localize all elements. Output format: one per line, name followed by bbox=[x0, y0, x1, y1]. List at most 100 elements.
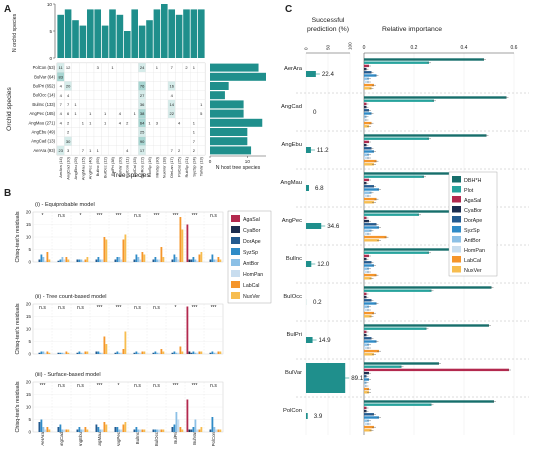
heatmap-cell bbox=[109, 81, 116, 90]
heatmap-cell bbox=[131, 63, 138, 72]
heatmap-cell bbox=[87, 127, 94, 136]
heatmap-cell bbox=[183, 137, 190, 146]
heatmap-cell bbox=[101, 91, 108, 100]
species-label: BulVar bbox=[285, 370, 302, 376]
heatmap-cell bbox=[146, 63, 153, 72]
heatmap-col-label: AngPec (40) bbox=[88, 156, 93, 179]
importance-bar bbox=[364, 236, 387, 238]
subpanel-title: (iii) - Surface-based model bbox=[35, 372, 101, 378]
top-marginal-bar bbox=[139, 26, 146, 58]
heatmap-col-label: MimSp (30) bbox=[154, 156, 159, 177]
residual-bar bbox=[187, 225, 189, 263]
heatmap-cell bbox=[79, 137, 86, 146]
residual-bar bbox=[199, 430, 201, 433]
subpanel-title: (i) - Equiprobable model bbox=[35, 202, 95, 208]
success-title-line1: Successful bbox=[312, 17, 345, 24]
residual-bar bbox=[134, 260, 136, 263]
panel-label-a: A bbox=[4, 4, 11, 15]
subpanel-ytick-label: 20 bbox=[26, 302, 32, 307]
success-value-label: 11.2 bbox=[317, 147, 329, 154]
heatmap-cell bbox=[116, 63, 123, 72]
residual-bar bbox=[199, 352, 201, 355]
heatmap-cell bbox=[57, 127, 64, 136]
residual-bar bbox=[47, 252, 49, 262]
success-value-label: 89.1 bbox=[351, 375, 364, 382]
success-value-label: 3.9 bbox=[314, 413, 323, 420]
residual-bar bbox=[100, 430, 102, 433]
residual-bar bbox=[182, 430, 184, 433]
residuals-legend-swatch bbox=[231, 259, 240, 266]
residual-bar bbox=[199, 255, 201, 263]
residuals-legend-swatch bbox=[231, 237, 240, 244]
residual-bar bbox=[123, 349, 125, 354]
heatmap-row-label: PolCon (53) bbox=[33, 65, 56, 70]
residual-bar bbox=[176, 353, 178, 354]
residual-bar bbox=[104, 237, 106, 262]
residual-bar bbox=[182, 230, 184, 263]
species-label: AngEbu bbox=[281, 142, 302, 148]
heatmap-cell-value: 22 bbox=[169, 111, 174, 116]
residual-bar bbox=[201, 352, 203, 355]
residual-bar bbox=[136, 352, 138, 355]
residual-bar bbox=[197, 261, 199, 262]
heatmap-cell bbox=[79, 81, 86, 90]
residual-bar bbox=[193, 257, 195, 262]
residuals-legend-swatch bbox=[231, 270, 240, 277]
top-marginal-bar bbox=[198, 9, 205, 58]
heatmap-row-label: BulPri (652) bbox=[33, 84, 56, 89]
right-marginal-bar bbox=[210, 91, 225, 99]
significance-label: *** bbox=[211, 305, 217, 311]
importance-bar bbox=[364, 366, 402, 368]
heatmap-cell-value: 23 bbox=[58, 148, 63, 153]
heatmap-cell-value: 38 bbox=[140, 111, 145, 116]
residual-bar bbox=[144, 430, 146, 433]
significance-label: *** bbox=[173, 383, 179, 389]
residual-bar bbox=[121, 260, 123, 263]
residual-bar bbox=[47, 352, 49, 355]
heatmap-cell bbox=[72, 91, 79, 100]
residual-bar bbox=[66, 430, 68, 433]
top-marginal-bar bbox=[131, 9, 138, 58]
heatmap-cell bbox=[175, 81, 182, 90]
heatmap-cell bbox=[87, 137, 94, 146]
residual-bar bbox=[201, 427, 203, 432]
residual-bar bbox=[172, 353, 174, 354]
residuals-legend-label: NuxVer bbox=[243, 294, 260, 300]
residuals-legend-label: LabCal bbox=[243, 283, 259, 289]
importance-legend-swatch bbox=[452, 256, 461, 263]
significance-label: *** bbox=[97, 383, 103, 389]
heatmap-col-label: BulInc (59) bbox=[95, 156, 100, 176]
species-label: AngMau bbox=[280, 180, 302, 186]
right-marginal-xlabel: N host tree species bbox=[216, 165, 261, 171]
residual-bar bbox=[117, 257, 119, 262]
heatmap-cell bbox=[183, 146, 190, 155]
residual-bar bbox=[201, 252, 203, 262]
success-value-label: 14.9 bbox=[319, 337, 332, 344]
importance-bar bbox=[364, 416, 379, 418]
residual-bar bbox=[98, 427, 100, 432]
success-tick-label: 50 bbox=[326, 44, 331, 50]
residual-bar bbox=[144, 352, 146, 355]
residuals-legend-label: AntBor bbox=[243, 261, 259, 267]
heatmap-cell bbox=[72, 146, 79, 155]
residual-bar bbox=[163, 257, 165, 262]
residual-bar bbox=[100, 353, 102, 354]
residual-bar bbox=[153, 260, 155, 263]
significance-label: *** bbox=[116, 213, 122, 219]
heatmap-cell bbox=[87, 81, 94, 90]
significance-label: n.s bbox=[153, 383, 160, 389]
residual-bar bbox=[161, 349, 163, 354]
significance-label: * bbox=[175, 305, 177, 311]
residual-bar bbox=[136, 255, 138, 263]
right-marginal-bar bbox=[210, 119, 262, 127]
importance-bar bbox=[364, 286, 492, 288]
residual-bar bbox=[43, 257, 45, 262]
significance-label: *** bbox=[173, 213, 179, 219]
residual-bar bbox=[87, 257, 89, 262]
residual-bar bbox=[174, 255, 176, 263]
success-tick-label: 0 bbox=[304, 47, 309, 50]
heatmap-row-label: AngEbu (49) bbox=[31, 130, 55, 135]
residual-bar bbox=[140, 353, 142, 354]
importance-legend-label: DorApe bbox=[464, 218, 482, 224]
